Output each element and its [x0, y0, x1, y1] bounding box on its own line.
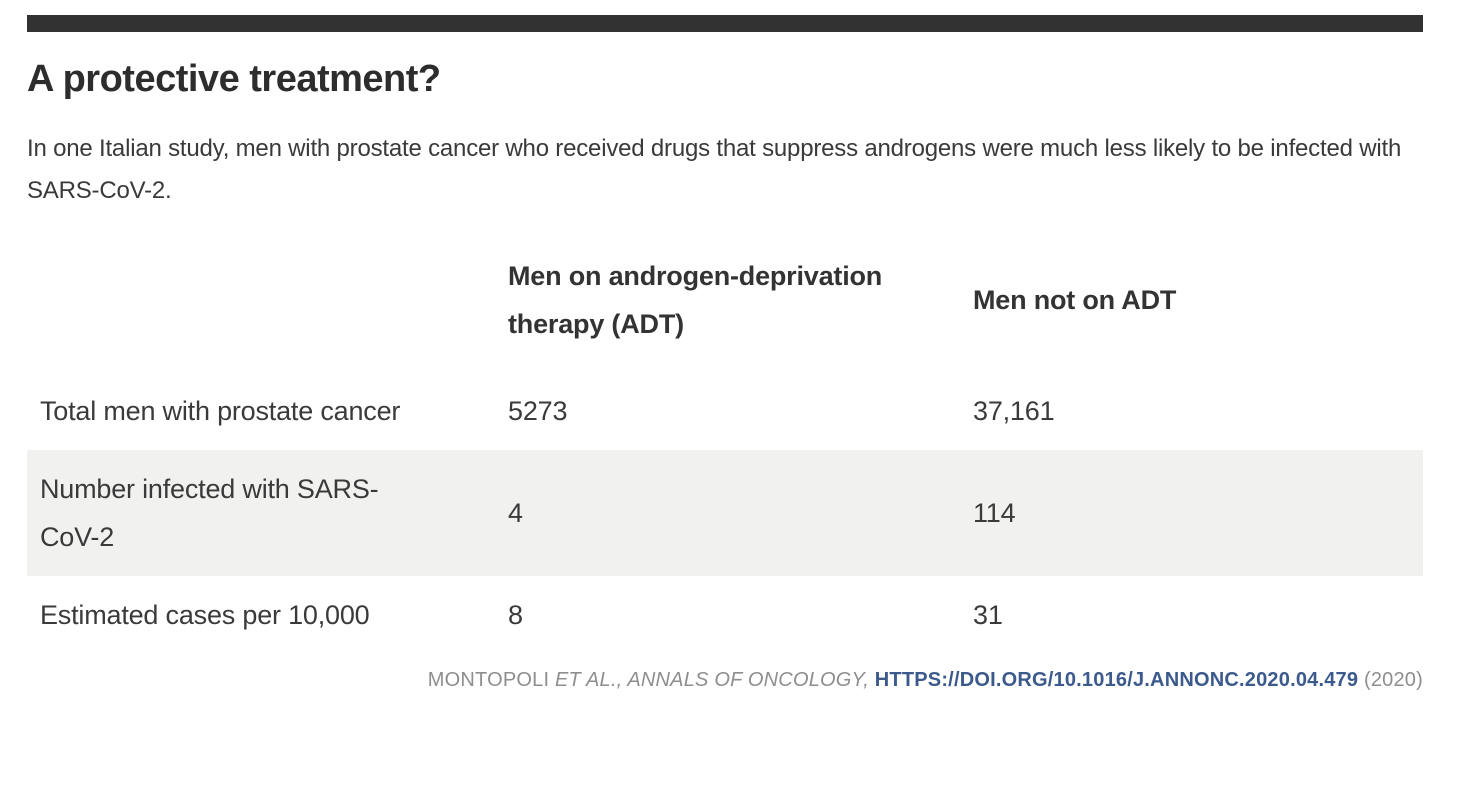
cell-infected-adt: 4	[508, 498, 523, 528]
cell-infected-no-adt: 114	[973, 498, 1016, 528]
doi-link[interactable]: HTTPS://DOI.ORG/10.1016/J.ANNONC.2020.04…	[874, 669, 1359, 691]
col-header-empty	[27, 252, 495, 372]
credit-authors: MONTOPOLI	[427, 669, 555, 691]
cell-total-no-adt: 37,161	[973, 396, 1055, 426]
credit-journal: ET AL., ANNALS OF ONCOLOGY,	[554, 669, 875, 691]
table-row: Estimated cases per 10,000 8 31	[27, 576, 1423, 654]
col-header-no-adt: Men not on ADT	[973, 285, 1177, 315]
data-table: Men on androgen-deprivation therapy (ADT…	[27, 252, 1423, 654]
source-credit: MONTOPOLI ET AL., ANNALS OF ONCOLOGY, HT…	[27, 668, 1423, 692]
cell-estimated-adt: 8	[508, 600, 523, 630]
cell-estimated-no-adt: 31	[973, 600, 1003, 630]
figure-description: In one Italian study, men with prostate …	[27, 135, 1402, 204]
table-header-row: Men on androgen-deprivation therapy (ADT…	[27, 252, 1423, 372]
credit-year: (2020)	[1358, 669, 1423, 691]
col-header-adt: Men on androgen-deprivation therapy (ADT…	[508, 261, 883, 339]
cell-total-adt: 5273	[508, 396, 568, 426]
table-row: Number infected with SARS-CoV-2 4 114	[27, 450, 1423, 576]
row-label-infected: Number infected with SARS-CoV-2	[40, 474, 379, 552]
top-accent-bar	[27, 15, 1423, 32]
table-row: Total men with prostate cancer 5273 37,1…	[27, 372, 1423, 450]
figure-title: A protective treatment?	[27, 58, 441, 100]
row-label-total-men: Total men with prostate cancer	[40, 396, 401, 426]
row-label-estimated-cases: Estimated cases per 10,000	[40, 600, 370, 630]
